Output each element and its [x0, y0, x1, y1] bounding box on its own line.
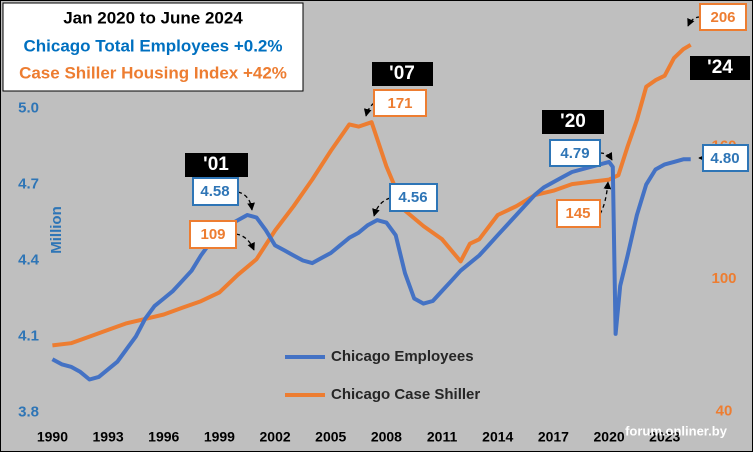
series-line: [51, 157, 691, 382]
title-box: [2, 2, 304, 92]
era-label: '07: [389, 63, 415, 84]
series-line: [52, 43, 692, 348]
x-tick-label: 1999: [204, 429, 235, 445]
era-label: '01: [203, 154, 229, 175]
x-tick-label: 2014: [482, 429, 513, 445]
x-tick-label: 2020: [594, 429, 625, 445]
x-tick-label: 2017: [538, 429, 569, 445]
callout-box: [699, 3, 747, 31]
chart-title: Jan 2020 to June 2024: [63, 8, 243, 27]
era-box: [185, 153, 248, 177]
x-tick-label: 2002: [260, 429, 291, 445]
callout-label: 4.58: [200, 183, 229, 200]
era-label: '24: [707, 57, 733, 78]
subtitle: Chicago Total Employees +0.2%: [23, 36, 282, 55]
era-box: [542, 110, 604, 134]
callout-label: 4.79: [560, 145, 589, 162]
callout-box: [192, 177, 239, 206]
callout-label: 145: [565, 205, 590, 222]
x-tick-label: 1993: [93, 429, 124, 445]
y-tick-label: 5.0: [18, 100, 39, 117]
callout-label: 4.80: [710, 150, 739, 167]
plot-area: 3.84.14.44.75.04010016019901993199619992…: [18, 43, 737, 445]
x-tick-label: 1990: [37, 429, 68, 445]
x-tick-label: 2023: [649, 429, 680, 445]
x-tick-label: 1996: [148, 429, 179, 445]
y-tick-label: 3.8: [18, 403, 39, 420]
callout-box: [556, 199, 601, 228]
y-tick-label: 4.7: [18, 176, 39, 193]
x-tick-label: 2011: [427, 429, 458, 445]
callout-label: 206: [710, 9, 735, 26]
era-box: [372, 62, 433, 86]
watermark: forum.onliner.by: [625, 423, 728, 438]
y-tick-label: 4.1: [18, 327, 39, 344]
callout-box: [702, 144, 749, 172]
subtitle: Case Shiller Housing Index +42%: [19, 63, 287, 82]
callout-label: 109: [200, 226, 225, 243]
era-box: [690, 56, 750, 80]
callout-box: [389, 183, 438, 212]
y2-tick-label: 100: [711, 270, 736, 287]
callout-box: [373, 89, 427, 117]
era-label: '20: [560, 111, 586, 132]
y-axis-title: Million: [48, 206, 65, 254]
x-tick-label: 2008: [371, 429, 402, 445]
y2-tick-label: 40: [716, 403, 733, 420]
legend-label: Chicago Case Shiller: [331, 386, 480, 403]
y-tick-label: 4.4: [18, 252, 40, 269]
legend-label: Chicago Employees: [331, 348, 474, 365]
callout-box: [189, 220, 237, 249]
callout-label: 171: [387, 95, 412, 112]
callout-label: 4.56: [398, 189, 427, 206]
callout-box: [549, 139, 601, 167]
x-tick-label: 2005: [315, 429, 346, 445]
